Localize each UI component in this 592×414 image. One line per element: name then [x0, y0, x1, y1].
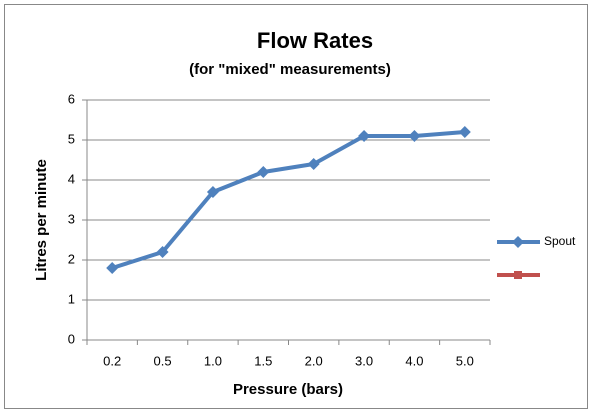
x-tick-label: 0.2 — [103, 353, 121, 368]
x-tick-label: 4.0 — [405, 353, 423, 368]
chart-subtitle: (for "mixed" measurements) — [189, 61, 391, 78]
y-tick-label: 3 — [68, 211, 75, 226]
x-tick-label: 2.0 — [305, 353, 323, 368]
x-axis-label: Pressure (bars) — [233, 381, 343, 398]
chart-title: Flow Rates — [257, 28, 373, 53]
data-point — [106, 262, 119, 274]
y-axis-label: Litres per minute — [33, 159, 50, 281]
data-point — [408, 130, 421, 142]
y-tick-label: 5 — [68, 131, 75, 146]
y-tick-label: 4 — [68, 171, 75, 186]
data-point — [257, 166, 270, 178]
series-line — [111, 130, 465, 270]
data-point — [156, 246, 169, 258]
legend-marker — [512, 236, 524, 248]
data-point — [358, 130, 371, 142]
x-tick-label: 1.0 — [204, 353, 222, 368]
legend-marker — [514, 271, 522, 279]
data-point — [307, 158, 320, 170]
legend-label: Spout — [544, 234, 576, 248]
data-point — [206, 186, 219, 198]
x-tick-label: 1.5 — [254, 353, 272, 368]
y-tick-label: 2 — [68, 251, 75, 266]
x-tick-label: 0.5 — [154, 353, 172, 368]
y-tick-label: 1 — [68, 291, 75, 306]
x-tick-label: 5.0 — [456, 353, 474, 368]
data-point — [458, 126, 471, 138]
y-tick-label: 0 — [68, 331, 75, 346]
x-tick-label: 3.0 — [355, 353, 373, 368]
y-tick-label: 6 — [68, 91, 75, 106]
